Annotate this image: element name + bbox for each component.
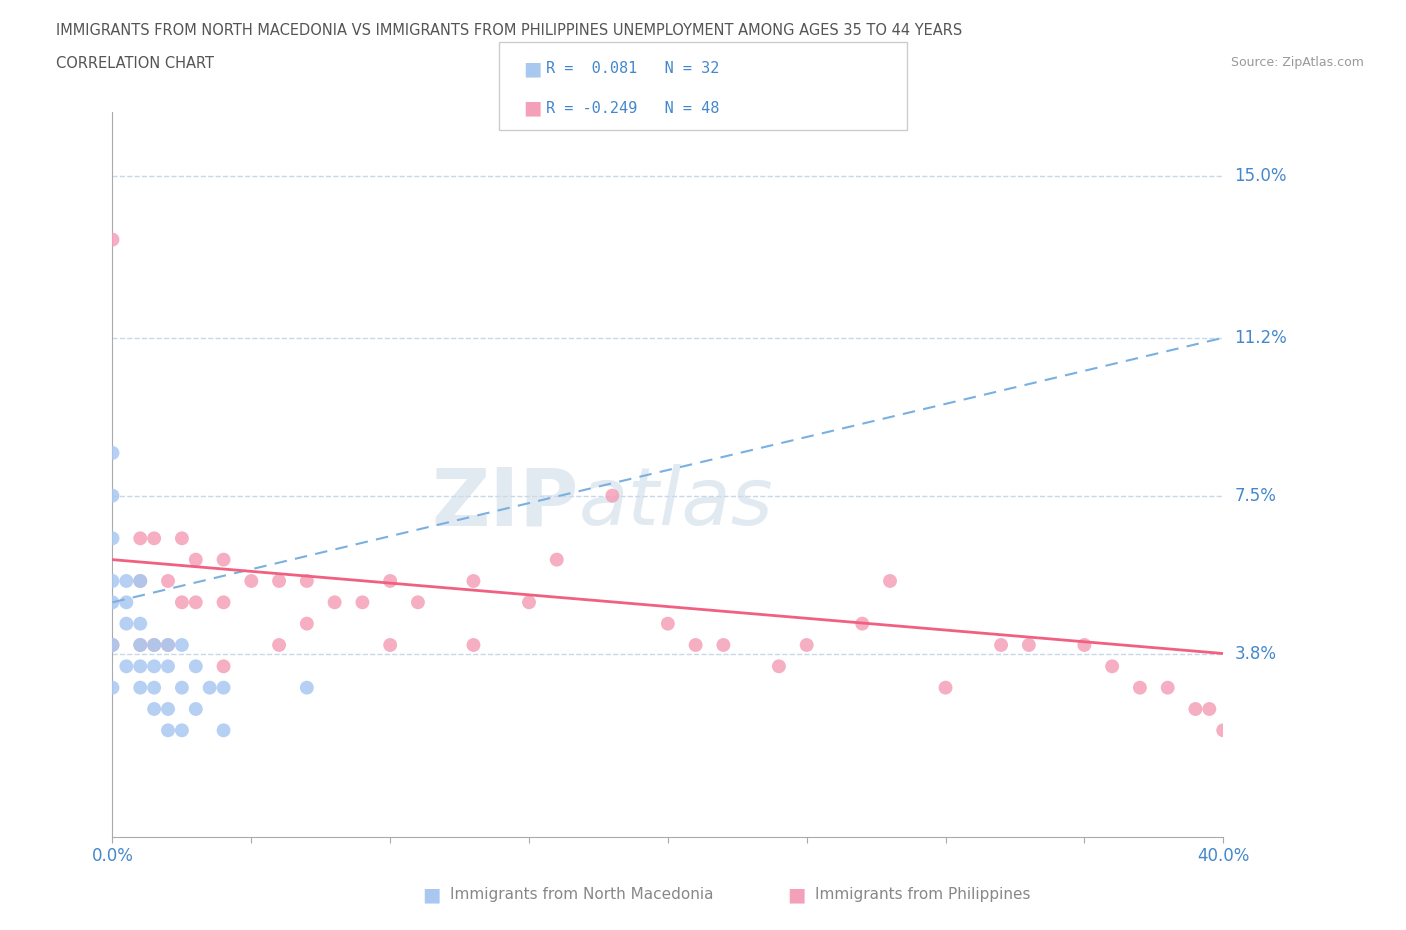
Point — [115, 574, 138, 589]
Text: IMMIGRANTS FROM NORTH MACEDONIA VS IMMIGRANTS FROM PHILIPPINES UNEMPLOYMENT AMON: IMMIGRANTS FROM NORTH MACEDONIA VS IMMIG… — [56, 23, 963, 38]
Point — [170, 680, 193, 695]
Point — [685, 638, 707, 653]
Point — [129, 574, 152, 589]
Point — [157, 574, 180, 589]
Point — [157, 638, 180, 653]
Point — [157, 701, 180, 716]
Text: ■: ■ — [523, 99, 541, 118]
Text: R = -0.249   N = 48: R = -0.249 N = 48 — [546, 100, 718, 115]
Point — [1129, 680, 1152, 695]
Point — [1018, 638, 1040, 653]
Point — [129, 574, 152, 589]
Point — [184, 701, 207, 716]
Point — [323, 595, 346, 610]
Text: ■: ■ — [422, 885, 440, 904]
Point — [115, 595, 138, 610]
Point — [1073, 638, 1095, 653]
Point — [184, 658, 207, 673]
Point — [796, 638, 818, 653]
Text: 15.0%: 15.0% — [1234, 166, 1286, 185]
Point — [101, 638, 124, 653]
Point — [184, 552, 207, 567]
Point — [212, 658, 235, 673]
Point — [143, 658, 166, 673]
Point — [170, 723, 193, 737]
Text: 11.2%: 11.2% — [1234, 328, 1286, 347]
Point — [1184, 701, 1206, 716]
Text: ■: ■ — [523, 60, 541, 78]
Point — [768, 658, 790, 673]
Point — [713, 638, 735, 653]
Point — [198, 680, 221, 695]
Point — [657, 617, 679, 631]
Point — [380, 638, 402, 653]
Point — [517, 595, 540, 610]
Point — [267, 638, 291, 653]
Point — [295, 680, 318, 695]
Point — [212, 595, 235, 610]
Point — [463, 638, 485, 653]
Point — [212, 723, 235, 737]
Point — [101, 232, 124, 247]
Point — [1212, 723, 1234, 737]
Point — [212, 680, 235, 695]
Point — [101, 445, 124, 460]
Point — [546, 552, 568, 567]
Text: Immigrants from North Macedonia: Immigrants from North Macedonia — [450, 887, 713, 902]
Text: 3.8%: 3.8% — [1234, 644, 1277, 662]
Point — [1198, 701, 1220, 716]
Point — [295, 574, 318, 589]
Point — [129, 658, 152, 673]
Point — [184, 595, 207, 610]
Point — [129, 638, 152, 653]
Point — [143, 701, 166, 716]
Point — [129, 638, 152, 653]
Point — [463, 574, 485, 589]
Point — [380, 574, 402, 589]
Point — [602, 488, 624, 503]
Text: 7.5%: 7.5% — [1234, 486, 1277, 505]
Point — [267, 574, 291, 589]
Point — [129, 531, 152, 546]
Point — [990, 638, 1012, 653]
Point — [352, 595, 374, 610]
Point — [170, 595, 193, 610]
Point — [143, 680, 166, 695]
Point — [101, 638, 124, 653]
Point — [101, 531, 124, 546]
Point — [157, 658, 180, 673]
Point — [170, 531, 193, 546]
Point — [129, 617, 152, 631]
Point — [101, 488, 124, 503]
Point — [143, 531, 166, 546]
Point — [143, 638, 166, 653]
Point — [1101, 658, 1123, 673]
Point — [101, 574, 124, 589]
Text: Immigrants from Philippines: Immigrants from Philippines — [815, 887, 1031, 902]
Point — [851, 617, 873, 631]
Text: R =  0.081   N = 32: R = 0.081 N = 32 — [546, 61, 718, 76]
Text: Source: ZipAtlas.com: Source: ZipAtlas.com — [1230, 56, 1364, 69]
Point — [406, 595, 429, 610]
Point — [157, 638, 180, 653]
Text: ■: ■ — [787, 885, 806, 904]
Point — [143, 638, 166, 653]
Point — [1156, 680, 1178, 695]
Point — [115, 617, 138, 631]
Point — [295, 617, 318, 631]
Point — [101, 595, 124, 610]
Point — [212, 552, 235, 567]
Point — [115, 658, 138, 673]
Point — [129, 680, 152, 695]
Point — [934, 680, 956, 695]
Point — [879, 574, 901, 589]
Point — [157, 723, 180, 737]
Text: CORRELATION CHART: CORRELATION CHART — [56, 56, 214, 71]
Point — [101, 680, 124, 695]
Point — [170, 638, 193, 653]
Point — [240, 574, 263, 589]
Text: atlas: atlas — [579, 464, 773, 542]
Text: ZIP: ZIP — [432, 464, 579, 542]
